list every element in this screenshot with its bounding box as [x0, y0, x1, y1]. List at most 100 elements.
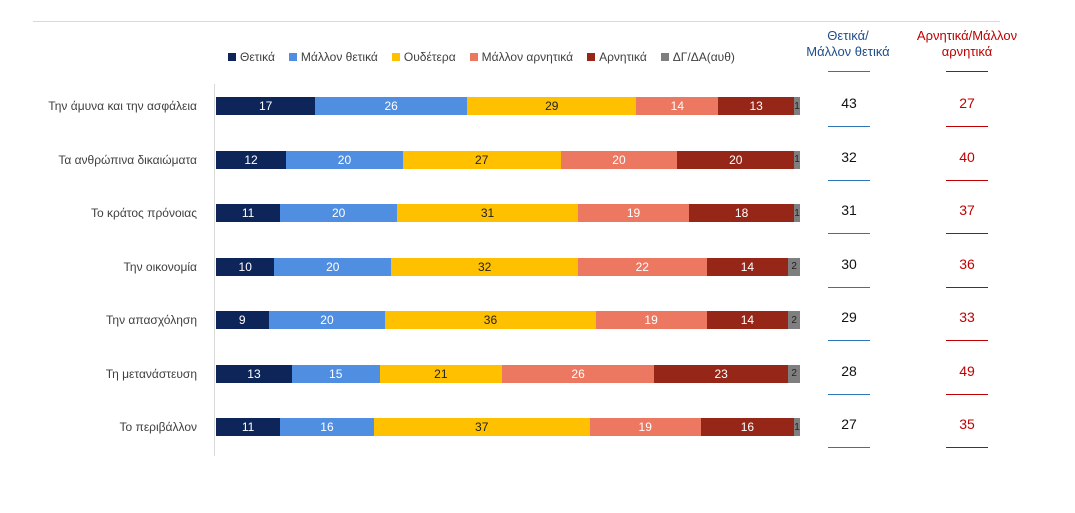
positive-total-underline — [828, 286, 870, 288]
category-label: Τα ανθρώπινα δικαιώματα — [58, 152, 197, 167]
bar-segment: 19 — [595, 311, 707, 329]
negative-total: 35 — [959, 416, 975, 432]
negative-header-underline — [946, 71, 988, 72]
positive-header-underline — [828, 71, 870, 72]
bar-segment: 11 — [216, 204, 281, 222]
bar-segment: 11 — [216, 418, 281, 436]
data-label: 1 — [794, 421, 800, 433]
data-label: 26 — [384, 99, 398, 113]
positive-total: 31 — [841, 202, 857, 218]
negative-total: 37 — [959, 202, 975, 218]
data-label: 36 — [483, 313, 498, 327]
legend-item: Ουδέτερα — [391, 50, 456, 64]
data-label: 12 — [244, 152, 258, 167]
data-label: 22 — [635, 259, 649, 274]
data-label: 20 — [331, 206, 346, 220]
data-label: 23 — [714, 366, 728, 381]
data-label: 20 — [337, 152, 352, 167]
data-label: 14 — [670, 99, 685, 113]
negative-total-underline — [946, 393, 988, 395]
category-label: Την οικονομία — [123, 259, 197, 274]
data-label: 11 — [241, 206, 255, 220]
legend-label: ΔΓ/ΔΑ(αυθ) — [672, 50, 735, 64]
bar-segment: 1 — [794, 97, 800, 115]
negative-summary-header: Αρνητικά/Μάλλον αρνητικά — [902, 28, 1032, 60]
positive-total-underline — [828, 340, 870, 341]
data-label: 11 — [241, 420, 255, 434]
data-label: 10 — [238, 259, 252, 274]
data-label: 32 — [477, 259, 492, 274]
data-label: 19 — [644, 313, 658, 327]
data-label: 1 — [794, 207, 800, 219]
bar-segment: 26 — [502, 364, 654, 383]
bar-segment: 36 — [385, 311, 596, 329]
bar-segment: 20 — [274, 257, 392, 276]
bar-segment: 9 — [216, 311, 269, 329]
data-label: 19 — [638, 420, 652, 434]
legend-item: ΔΓ/ΔΑ(αυθ) — [660, 50, 735, 64]
category-label: Την απασχόληση — [105, 313, 197, 327]
negative-total: 40 — [959, 148, 975, 165]
negative-total: 49 — [959, 362, 975, 379]
data-label: 17 — [258, 99, 273, 113]
legend-item: Θετικά — [228, 50, 275, 64]
negative-total: 33 — [959, 309, 975, 325]
bar-segment: 20 — [286, 150, 403, 169]
negative-total-underline — [946, 233, 988, 234]
legend-item: Αρνητικά — [587, 50, 647, 64]
bar-segment: 26 — [315, 97, 468, 115]
negative-total-underline — [946, 340, 988, 341]
bar-segment: 20 — [280, 204, 398, 222]
positive-total-underline — [828, 233, 870, 234]
category-label: Το κράτος πρόνοιας — [91, 206, 197, 220]
legend-swatch — [660, 53, 669, 61]
data-label: 16 — [320, 420, 334, 434]
positive-total: 27 — [841, 416, 857, 432]
legend-label: Μάλλον θετικά — [300, 50, 378, 64]
top-divider — [33, 21, 1000, 22]
legend-item: Μάλλον αρνητικά — [469, 50, 573, 64]
bar-segment: 10 — [216, 257, 275, 276]
data-label: 19 — [626, 206, 641, 220]
bar-segment: 12 — [216, 150, 287, 169]
bar-segment: 14 — [706, 257, 789, 276]
data-label: 31 — [480, 206, 495, 220]
data-label: 1 — [794, 100, 800, 112]
positive-summary-header-line1: Θετικά/ — [827, 28, 869, 43]
bar-segment: 14 — [706, 311, 789, 329]
positive-summary-header-line2: Μάλλον θετικά — [806, 44, 890, 59]
bar-segment: 17 — [216, 97, 316, 115]
bar-segment: 20 — [560, 150, 678, 169]
bar-segment: 37 — [373, 418, 590, 436]
bar-segment: 19 — [589, 418, 701, 436]
bar-segment: 32 — [391, 257, 579, 276]
positive-total: 32 — [841, 148, 857, 165]
negative-total-underline — [946, 447, 988, 448]
bar-segment: 1 — [794, 418, 800, 436]
data-label: 2 — [791, 314, 797, 326]
legend-swatch — [288, 53, 297, 61]
bar-segment: 13 — [216, 364, 292, 383]
legend-swatch — [587, 53, 596, 61]
positive-total-underline — [828, 393, 870, 395]
data-label: 1 — [794, 154, 800, 165]
data-label: 21 — [434, 366, 448, 381]
data-label: 27 — [475, 152, 489, 167]
category-label: Την άμυνα και την ασφάλεια — [48, 99, 197, 113]
bar-segment: 1 — [794, 204, 800, 222]
data-label: 26 — [571, 366, 585, 381]
bar-segment: 29 — [467, 97, 637, 115]
positive-summary-header: Θετικά/ Μάλλον θετικά — [792, 28, 904, 60]
data-label: 13 — [247, 366, 261, 381]
bar-segment: 16 — [280, 418, 374, 436]
legend-swatch — [228, 53, 236, 61]
data-label: 20 — [326, 259, 340, 274]
data-label: 15 — [329, 366, 343, 381]
bar-segment: 23 — [654, 364, 789, 383]
positive-total-underline — [828, 179, 870, 181]
bar-segment: 21 — [379, 364, 503, 383]
data-label: 14 — [740, 259, 755, 274]
data-label: 20 — [612, 152, 626, 167]
bar-segment: 2 — [788, 311, 800, 329]
negative-total-underline — [946, 179, 988, 181]
